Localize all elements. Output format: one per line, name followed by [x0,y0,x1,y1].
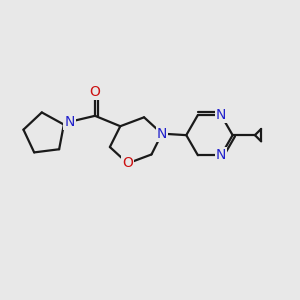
Text: N: N [157,127,167,141]
Text: N: N [216,148,226,162]
Text: N: N [216,108,226,122]
Text: O: O [90,85,101,99]
Text: O: O [122,156,133,170]
Text: N: N [64,115,75,129]
